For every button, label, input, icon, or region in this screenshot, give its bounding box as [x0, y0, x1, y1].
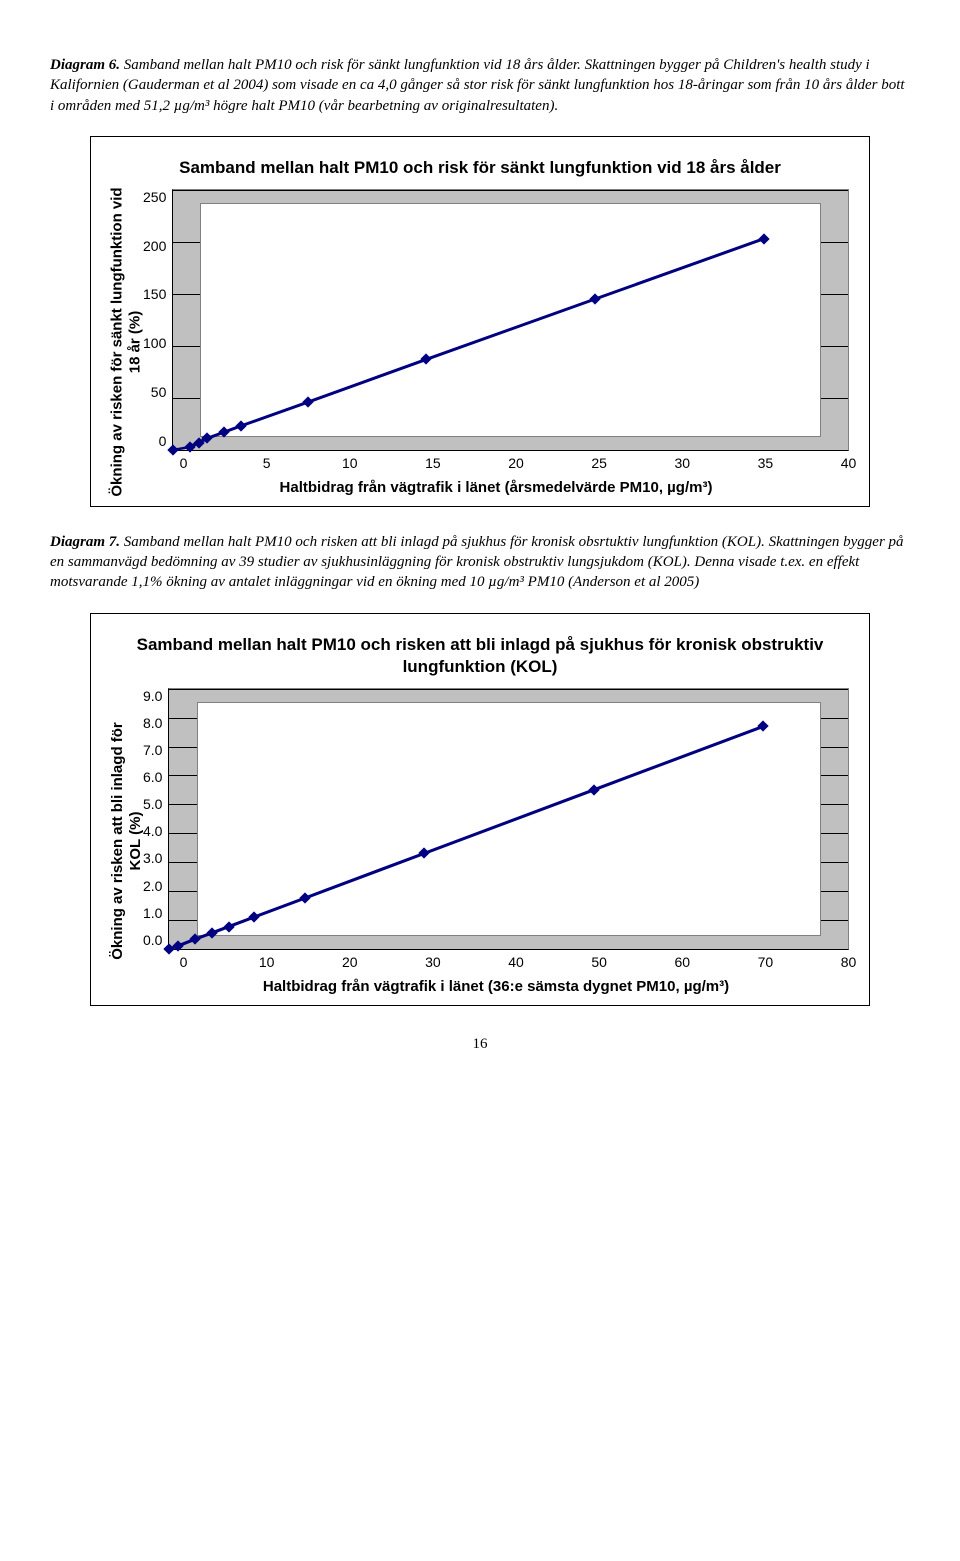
xtick-label: 30	[682, 455, 683, 471]
ytick-label: 100	[143, 335, 166, 351]
xtick-label: 30	[432, 954, 433, 970]
diagram7-caption: Diagram 7. Samband mellan halt PM10 och …	[50, 532, 910, 593]
xtick-label: 0	[183, 455, 184, 471]
gridline	[173, 450, 848, 451]
chart1-container: Samband mellan halt PM10 och risk för sä…	[90, 136, 870, 507]
ytick-label: 0	[159, 433, 167, 449]
xtick-label: 35	[765, 455, 766, 471]
diagram7-text: Samband mellan halt PM10 och risken att …	[50, 534, 904, 591]
chart2-title: Samband mellan halt PM10 och risken att …	[111, 634, 849, 678]
xtick-label: 10	[266, 954, 267, 970]
xtick-label: 20	[349, 954, 350, 970]
xtick-label: 0	[183, 954, 184, 970]
gridline	[169, 949, 848, 950]
chart1-plot-col: 250 200 150 100 50 0 0 5 10 15 20 25 30 35 40 Haltbid…	[143, 189, 849, 496]
chart2-xticks: 0 10 20 30 40 50 60 70 80	[183, 954, 849, 970]
chart2-xlabel: Haltbidrag från vägtrafik i länet (36:e …	[143, 978, 849, 995]
chart2-ylabel-wrap: Ökning av risken att bli inlagd förKOL (…	[111, 688, 143, 995]
chart2-plot-area	[168, 688, 849, 950]
xtick-label: 70	[765, 954, 766, 970]
xtick-label: 40	[516, 954, 517, 970]
chart2-plot-row: 9.0 8.0 7.0 6.0 5.0 4.0 3.0 2.0 1.0 0.0	[143, 688, 849, 950]
ytick-label: 6.0	[143, 769, 162, 785]
chart1-plot-area	[172, 189, 849, 451]
chart1-plot-row: 250 200 150 100 50 0	[143, 189, 849, 451]
xtick-label: 5	[266, 455, 267, 471]
chart1-yticks: 250 200 150 100 50 0	[143, 189, 172, 449]
chart-line-layer	[169, 689, 848, 949]
chart1-title: Samband mellan halt PM10 och risk för sä…	[111, 157, 849, 179]
ytick-label: 150	[143, 286, 166, 302]
ytick-label: 4.0	[143, 823, 162, 839]
chart-line-layer	[173, 190, 848, 450]
xtick-label: 40	[848, 455, 849, 471]
xtick-label: 50	[599, 954, 600, 970]
chart2-ylabel: Ökning av risken att bli inlagd förKOL (…	[109, 723, 145, 961]
ytick-label: 1.0	[143, 905, 162, 921]
ytick-label: 7.0	[143, 742, 162, 758]
chart1-body: Ökning av risken för sänkt lungfunktion …	[111, 189, 849, 496]
diagram6-caption: Diagram 6. Samband mellan halt PM10 och …	[50, 55, 910, 116]
xtick-label: 10	[349, 455, 350, 471]
diagram6-heading: Diagram 6.	[50, 57, 120, 73]
xtick-label: 20	[516, 455, 517, 471]
chart1-ylabel: Ökning av risken för sänkt lungfunktion …	[109, 188, 145, 497]
ytick-label: 50	[151, 384, 167, 400]
chart2-container: Samband mellan halt PM10 och risken att …	[90, 613, 870, 1006]
page-number: 16	[50, 1036, 910, 1053]
ytick-label: 5.0	[143, 796, 162, 812]
xtick-label: 80	[848, 954, 849, 970]
ytick-label: 0.0	[143, 932, 162, 948]
ytick-label: 250	[143, 189, 166, 205]
ytick-label: 8.0	[143, 715, 162, 731]
ytick-label: 3.0	[143, 850, 162, 866]
chart2-yticks: 9.0 8.0 7.0 6.0 5.0 4.0 3.0 2.0 1.0 0.0	[143, 688, 168, 948]
chart1-ylabel-wrap: Ökning av risken för sänkt lungfunktion …	[111, 189, 143, 496]
ytick-label: 2.0	[143, 878, 162, 894]
ytick-label: 9.0	[143, 688, 162, 704]
diagram6-text: Samband mellan halt PM10 och risk för sä…	[50, 57, 905, 114]
chart1-xticks: 0 5 10 15 20 25 30 35 40	[183, 455, 849, 471]
ytick-label: 200	[143, 238, 166, 254]
xtick-label: 15	[432, 455, 433, 471]
xtick-label: 60	[682, 954, 683, 970]
chart1-xlabel: Haltbidrag från vägtrafik i länet (årsme…	[143, 479, 849, 496]
xtick-label: 25	[599, 455, 600, 471]
chart-line	[173, 239, 763, 450]
diagram7-heading: Diagram 7.	[50, 534, 120, 550]
chart2-plot-col: 9.0 8.0 7.0 6.0 5.0 4.0 3.0 2.0 1.0 0.0 0 10 20 30 40…	[143, 688, 849, 995]
chart2-body: Ökning av risken att bli inlagd förKOL (…	[111, 688, 849, 995]
